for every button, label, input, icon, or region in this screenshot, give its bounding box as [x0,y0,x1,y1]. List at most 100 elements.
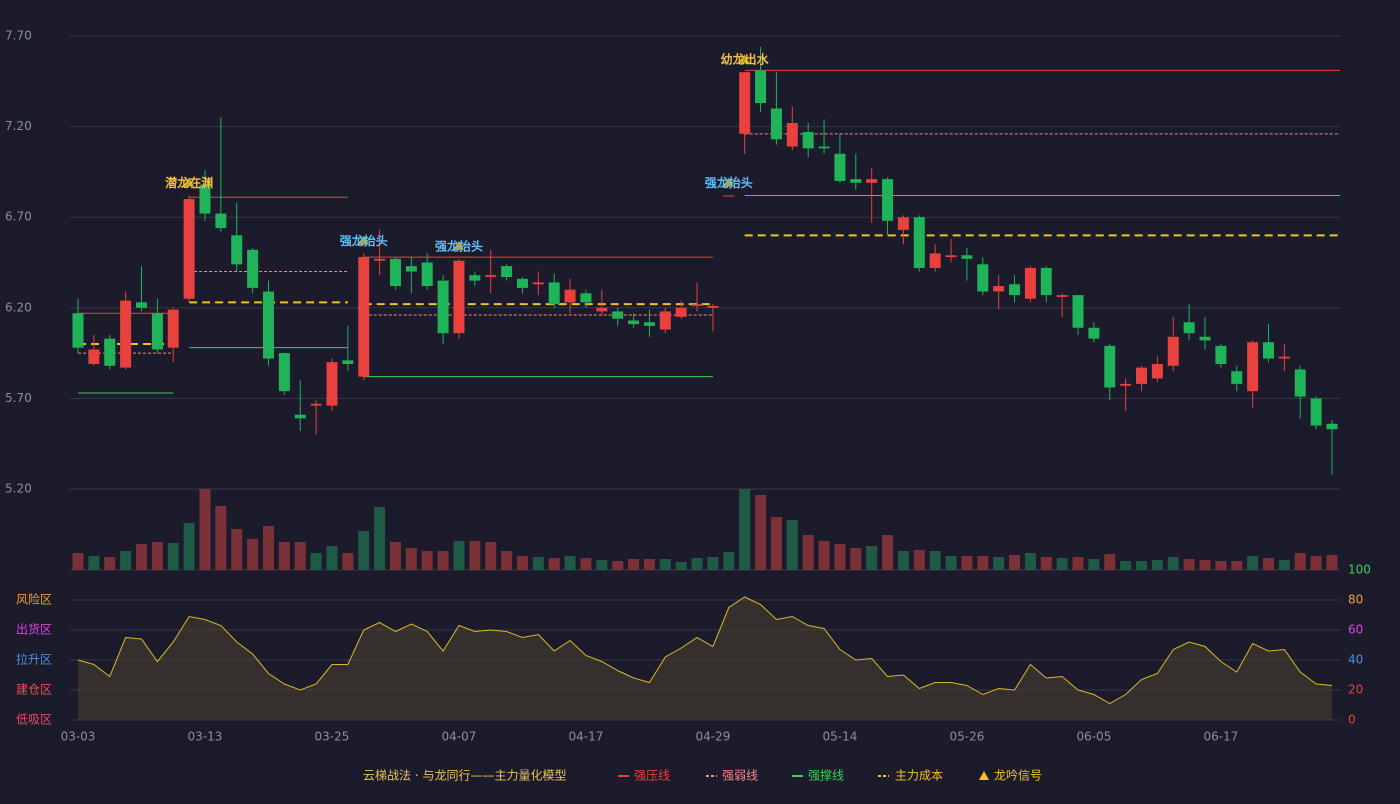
volume-bar [723,552,735,570]
signal-marker [723,177,734,187]
candle-body [1072,295,1084,328]
volume-bar [1167,557,1179,570]
volume-bar [1247,556,1259,570]
candle-body [755,70,767,104]
volume-bar [564,556,576,570]
candle-body [564,289,576,303]
volume-bar [183,523,195,570]
candle-body [1056,295,1068,297]
legend-label: 龙吟信号 [994,768,1042,783]
candle-body [421,262,433,287]
candle-body [167,309,179,348]
y-tick-label: 5.70 [5,391,32,405]
candle-body [596,307,608,312]
candle-body [1040,267,1052,296]
x-tick-label: 05-14 [822,730,857,744]
candle-body [485,275,497,277]
volume-bar [1215,561,1227,570]
volume-bar [834,544,846,570]
candle-body [262,291,274,359]
x-tick-label: 03-03 [61,730,96,744]
candle-body [723,195,735,197]
volume-bar [1151,560,1163,570]
candle-body [405,266,417,272]
volume-bar [691,558,703,570]
candle-body [453,260,465,334]
candle-body [961,255,973,259]
candle-body [374,258,386,261]
x-tick-label: 06-17 [1203,730,1238,744]
zone-label: 拉升区 [16,652,52,667]
zone-label: 建仓区 [16,683,52,697]
candle-body [580,293,592,303]
candle-body [294,414,306,419]
volume-bar [1072,557,1084,570]
volume-bar [88,556,100,570]
candle-body [945,255,957,258]
volume-bar [437,551,449,570]
volume-bar [1009,555,1021,570]
signal-marker [739,54,750,64]
candle-body [707,305,719,308]
volume-bar [643,559,655,570]
volume-bar [659,559,671,570]
candle-body [215,213,227,229]
candle-body [675,307,687,317]
volume-bar [1104,554,1116,570]
candle-body [691,304,703,306]
candle-body [1088,327,1100,339]
candle-body [1294,369,1306,397]
volume-bar [326,546,338,570]
legend-label: 主力成本 [895,769,943,783]
volume-bar [850,548,862,570]
candle-body [1183,322,1195,334]
candle-body [770,108,782,140]
volume-bar [421,551,433,570]
volume-bar [993,557,1005,570]
volume-bar [135,544,147,570]
volume-bar [501,551,513,570]
osc-tick-label: 40 [1348,653,1363,667]
candle-body [183,199,195,299]
candle-body [278,353,290,392]
candle-body [850,179,862,183]
zone-label: 低吸区 [16,713,52,727]
volume-bar [897,551,909,570]
volume-bar [532,557,544,570]
candle-body [548,282,560,305]
candle-body [358,257,370,377]
volume-bar [945,556,957,570]
zone-label: 风险区 [16,592,52,607]
volume-bar [548,558,560,570]
volume-bar [389,542,401,570]
candle-body [1247,342,1259,392]
candle-body [389,258,401,287]
osc-line [77,596,1333,705]
candle-body [437,280,449,334]
volume-bar [1199,560,1211,570]
volume-bar [247,539,259,570]
candle-body [120,300,132,368]
candle-body [628,320,640,325]
volume-bar [802,535,814,570]
x-tick-label: 05-26 [949,730,984,744]
candle-body [501,266,513,277]
volume-bar [786,520,798,570]
candle-body [310,403,322,406]
signal-label: 强龙抬头 [435,238,483,253]
candle-body [1215,345,1227,364]
volume-bar [278,542,290,570]
osc-tick-label: 20 [1348,683,1363,697]
y-tick-label: 6.70 [5,210,32,224]
x-tick-label: 04-17 [569,730,604,744]
volume-bar [374,507,386,570]
candle-body [612,311,624,319]
volume-bar [1294,553,1306,570]
y-tick-label: 7.20 [5,119,32,133]
volume-bar [1120,561,1132,570]
volume-bar [770,517,782,570]
candle-body [469,275,481,281]
candle-body [247,249,259,288]
volume-bar [596,560,608,570]
